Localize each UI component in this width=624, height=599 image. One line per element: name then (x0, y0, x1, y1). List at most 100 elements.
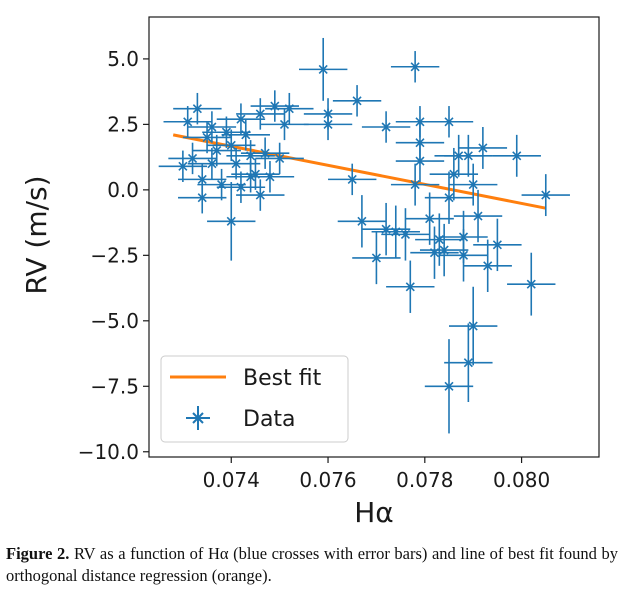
point-marker (425, 214, 435, 224)
data-point (521, 174, 570, 217)
point-marker (241, 130, 251, 140)
point-marker (410, 62, 420, 72)
point-marker (473, 211, 483, 221)
point-marker (318, 64, 328, 74)
data-point (390, 163, 440, 206)
figure-caption: Figure 2. RV as a function of Hα (blue c… (6, 543, 618, 587)
point-marker (323, 109, 333, 119)
point-marker (434, 235, 444, 245)
data-point (207, 182, 256, 261)
data-point (415, 213, 464, 266)
data-points-layer (158, 37, 570, 434)
data-point (424, 339, 474, 434)
point-marker (444, 193, 454, 203)
data-point (429, 147, 479, 201)
x-tick-label: 0.078 (396, 468, 453, 492)
data-point (507, 252, 556, 316)
data-point (390, 51, 440, 83)
data-point (187, 111, 237, 143)
data-point (449, 163, 498, 206)
data-point (163, 106, 212, 138)
data-point (236, 98, 285, 130)
data-point (361, 111, 411, 143)
data-point (405, 192, 454, 245)
point-marker (212, 146, 222, 156)
legend-label-data: Data (243, 407, 296, 432)
data-point (424, 106, 474, 138)
point-marker (279, 119, 290, 129)
data-point (236, 179, 285, 211)
caption-text: RV as a function of Hα (blue crosses wit… (6, 544, 618, 585)
data-point (226, 161, 275, 193)
y-tick-label: −2.5 (90, 243, 139, 267)
data-point (255, 142, 304, 175)
y-tick-label: −10.0 (78, 440, 139, 464)
legend-data-swatch (186, 406, 210, 430)
data-point (371, 205, 420, 258)
point-marker (439, 245, 449, 255)
point-marker (512, 151, 522, 161)
point-marker (541, 190, 551, 200)
point-marker (444, 117, 454, 127)
data-point (197, 168, 246, 201)
chart: RV (m/s) Hα 0.074 0.076 0.078 0.0805.02.50.… (20, 16, 600, 529)
point-marker (463, 358, 473, 368)
data-point (187, 147, 237, 180)
point-marker (207, 122, 217, 132)
y-tick-label: −7.5 (90, 374, 139, 398)
point-marker (202, 132, 212, 143)
point-marker (410, 180, 420, 190)
point-marker (226, 140, 236, 150)
x-tick-label: 0.080 (493, 468, 550, 492)
point-marker (478, 143, 488, 153)
y-tick-label: 2.5 (107, 112, 139, 136)
point-marker (226, 216, 236, 226)
data-point (173, 92, 222, 125)
point-marker (352, 96, 362, 106)
point-marker (458, 250, 469, 260)
point-marker (347, 174, 357, 184)
point-marker (492, 240, 502, 250)
data-point (158, 150, 208, 182)
point-marker (207, 159, 217, 169)
point-marker (236, 182, 246, 192)
x-tick-label: 0.074 (203, 468, 260, 492)
point-marker (357, 216, 367, 226)
caption-label: Figure 2. (6, 544, 70, 563)
point-marker (197, 193, 207, 203)
point-marker (284, 104, 294, 114)
data-point (178, 182, 227, 214)
point-marker (449, 169, 459, 179)
data-point (395, 121, 445, 164)
x-axis-label: Hα (354, 496, 394, 529)
data-point (168, 142, 217, 175)
data-point (381, 208, 430, 261)
data-point (419, 223, 469, 277)
data-point (265, 92, 314, 125)
y-tick-label: 0.0 (107, 178, 139, 202)
y-tick-label: −5.0 (90, 309, 139, 333)
y-axis-label-group: RV (m/s) (20, 175, 53, 294)
data-point (328, 163, 377, 196)
point-marker (405, 282, 415, 292)
point-marker (463, 151, 473, 161)
data-point (449, 286, 498, 366)
point-marker (468, 321, 478, 331)
point-marker (197, 174, 207, 184)
point-marker (192, 104, 202, 114)
data-point (463, 239, 512, 292)
data-point (458, 127, 508, 169)
point-marker (246, 151, 256, 161)
point-marker (415, 138, 425, 148)
point-marker (236, 114, 246, 124)
point-marker (178, 161, 188, 171)
point-marker (468, 180, 478, 190)
point-marker (183, 117, 193, 127)
point-marker (187, 153, 198, 163)
legend: Best fit Data (160, 355, 349, 443)
data-point (424, 171, 474, 224)
data-point (439, 229, 488, 282)
data-point (453, 189, 503, 243)
point-marker (400, 229, 411, 239)
best-fit-line (172, 133, 547, 210)
